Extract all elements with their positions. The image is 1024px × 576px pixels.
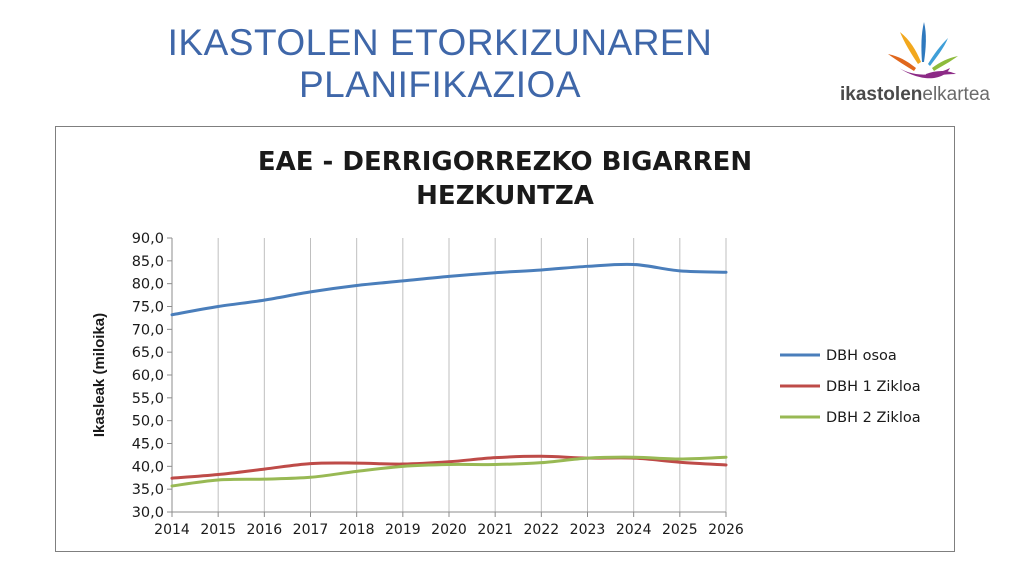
x-tick-label: 2017 [293, 522, 329, 538]
slide-title: IKASTOLEN ETORKIZUNAREN PLANIFIKAZIOA [120, 22, 760, 106]
flame-logo-icon [888, 22, 958, 79]
series-line-1 [170, 262, 728, 317]
x-tick-label: 2021 [477, 522, 513, 538]
legend-label-3: DBH 2 Zikloa [826, 410, 921, 426]
y-tick-label: 70,0 [132, 322, 164, 338]
chart-frame: EAE - DERRIGORREZKO BIGARREN HEZKUNTZA 3… [55, 126, 955, 552]
x-tick-label: 2015 [200, 522, 236, 538]
legend-label-1: DBH osoa [826, 348, 897, 364]
y-tick-label: 40,0 [132, 459, 164, 475]
chart-title-line2: HEZKUNTZA [416, 181, 594, 211]
x-tick-label: 2024 [616, 522, 652, 538]
y-tick-label: 80,0 [132, 277, 164, 293]
legend-label-2: DBH 1 Zikloa [826, 379, 921, 395]
x-tick-label: 2018 [339, 522, 375, 538]
y-tick-label: 45,0 [132, 437, 164, 453]
ikastolen-elkartea-logo: ikastolenelkartea [826, 18, 1016, 108]
chart-title-line1: EAE - DERRIGORREZKO BIGARREN [257, 147, 753, 177]
y-tick-label: 90,0 [132, 231, 164, 247]
slide-title-line2: PLANIFIKAZIOA [298, 64, 581, 105]
x-tick-label: 2022 [524, 522, 560, 538]
chart-title: EAE - DERRIGORREZKO BIGARREN HEZKUNTZA [56, 145, 954, 213]
series-line-3 [170, 455, 728, 488]
x-tick-label: 2025 [662, 522, 698, 538]
x-tick-label: 2020 [431, 522, 467, 538]
slide-title-line1: IKASTOLEN ETORKIZUNAREN [167, 22, 713, 63]
x-tick-label: 2019 [385, 522, 421, 538]
x-tick-label: 2014 [154, 522, 190, 538]
y-tick-label: 65,0 [132, 345, 164, 361]
logo-wordmark: ikastolenelkartea [840, 84, 990, 106]
x-tick-label: 2023 [570, 522, 606, 538]
line-chart: 30,0 35,0 40,0 45,0 50,0 55,0 60,0 65,0 70,0 75,0… [91, 231, 921, 538]
y-tick-label: 60,0 [132, 368, 164, 384]
logo-text-bold: ikastolen [840, 84, 923, 105]
y-tick-label: 75,0 [132, 300, 164, 316]
y-tick-label: 35,0 [132, 482, 164, 498]
x-tick-label: 2026 [708, 522, 744, 538]
x-tick-label: 2016 [247, 522, 283, 538]
y-tick-label: 85,0 [132, 254, 164, 270]
logo-text-light: elkartea [922, 84, 990, 105]
y-tick-label: 30,0 [132, 505, 164, 521]
y-tick-label: 55,0 [132, 391, 164, 407]
y-axis-label: Ikasleak (miloika) [91, 313, 108, 437]
y-tick-label: 50,0 [132, 414, 164, 430]
